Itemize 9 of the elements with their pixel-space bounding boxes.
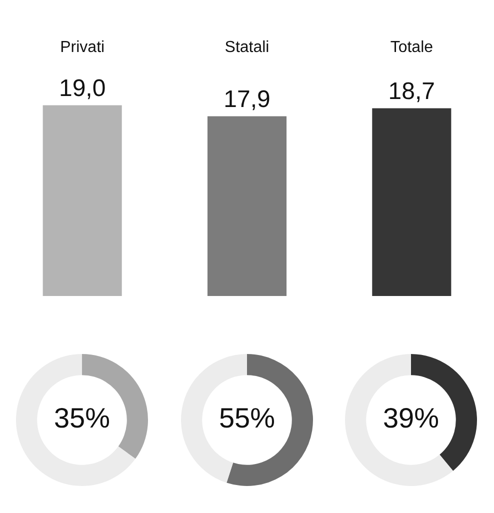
- data-label: 17,9: [224, 86, 270, 113]
- data-label: 18,7: [388, 78, 436, 105]
- x-tick-label: Privati: [60, 39, 105, 56]
- data-label: 35%: [54, 402, 110, 434]
- data-label: 39%: [383, 402, 440, 434]
- x-tick-label: Statali: [224, 39, 270, 56]
- data-label: 19,0: [58, 74, 106, 102]
- data-label: 55%: [218, 402, 275, 434]
- x-tick-label: Totale: [390, 39, 434, 56]
